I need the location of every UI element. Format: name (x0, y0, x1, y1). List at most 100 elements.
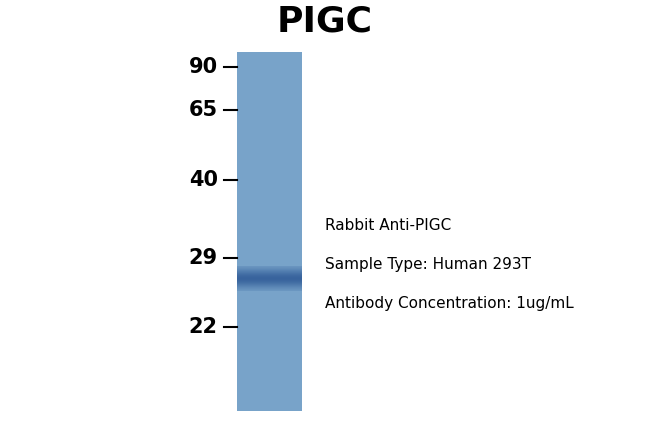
Bar (237, 289, 302, 290)
Bar (237, 116, 302, 117)
Bar (237, 123, 302, 124)
Bar (237, 133, 302, 134)
Bar (237, 292, 302, 293)
Bar (237, 315, 302, 316)
Bar (237, 254, 302, 255)
Bar (237, 220, 302, 221)
Bar (237, 238, 302, 239)
Bar (237, 171, 302, 172)
Bar (237, 370, 302, 371)
Bar (237, 268, 302, 269)
Bar (237, 174, 302, 175)
Bar (237, 164, 302, 165)
Bar (237, 63, 302, 64)
Bar (237, 255, 302, 256)
Bar (237, 121, 302, 122)
Bar (237, 175, 302, 176)
Bar (237, 141, 302, 142)
Bar (237, 385, 302, 386)
Bar (237, 161, 302, 162)
Bar (237, 393, 302, 394)
Bar (237, 72, 302, 73)
Bar (237, 381, 302, 382)
Bar (237, 208, 302, 209)
Bar (237, 184, 302, 185)
Bar (237, 68, 302, 69)
Bar (237, 83, 302, 84)
Bar (237, 180, 302, 181)
Bar (237, 308, 302, 309)
Bar (237, 155, 302, 156)
Bar (237, 319, 302, 320)
Bar (237, 56, 302, 57)
Bar (237, 350, 302, 351)
Bar (237, 96, 302, 97)
Bar (237, 86, 302, 87)
Bar (237, 69, 302, 70)
Bar (237, 158, 302, 159)
Bar (237, 364, 302, 365)
Bar (237, 108, 302, 109)
Bar (237, 280, 302, 281)
Bar (237, 301, 302, 302)
Bar (237, 248, 302, 249)
Text: 29: 29 (188, 248, 218, 268)
Bar (237, 204, 302, 205)
Bar (237, 247, 302, 248)
Bar (237, 183, 302, 184)
Bar (237, 102, 302, 103)
Bar (237, 372, 302, 373)
Bar (237, 313, 302, 314)
Bar (237, 371, 302, 372)
Bar (237, 219, 302, 220)
Bar (237, 178, 302, 179)
Bar (237, 224, 302, 225)
Bar (237, 377, 302, 378)
Bar (237, 383, 302, 384)
Bar (237, 351, 302, 352)
Bar (237, 142, 302, 143)
Bar (237, 305, 302, 306)
Bar (237, 194, 302, 195)
Bar (237, 367, 302, 368)
Bar (237, 140, 302, 141)
Bar (237, 405, 302, 406)
Bar (237, 273, 302, 274)
Bar (237, 396, 302, 397)
Bar (237, 130, 302, 131)
Bar (237, 380, 302, 381)
Bar (237, 89, 302, 90)
Bar (237, 306, 302, 307)
Bar (237, 227, 302, 228)
Bar (237, 226, 302, 227)
Bar (237, 252, 302, 253)
Bar (237, 60, 302, 61)
Bar (237, 296, 302, 297)
Bar (237, 293, 302, 294)
Bar (237, 307, 302, 308)
Bar (237, 163, 302, 164)
Bar (237, 106, 302, 107)
Bar (237, 337, 302, 338)
Bar (237, 231, 302, 232)
Bar (237, 120, 302, 121)
Bar (237, 407, 302, 408)
Bar (237, 316, 302, 317)
Bar (237, 168, 302, 169)
Bar (237, 373, 302, 374)
Bar (237, 387, 302, 388)
Bar (237, 384, 302, 385)
Bar (237, 403, 302, 404)
Bar (237, 159, 302, 160)
Bar (237, 100, 302, 101)
Bar (237, 109, 302, 110)
Bar (237, 148, 302, 149)
Bar (237, 241, 302, 242)
Bar (237, 311, 302, 312)
Bar (237, 300, 302, 301)
Bar (237, 209, 302, 210)
Bar (237, 119, 302, 120)
Bar (237, 61, 302, 62)
Bar (237, 84, 302, 85)
Bar (237, 361, 302, 362)
